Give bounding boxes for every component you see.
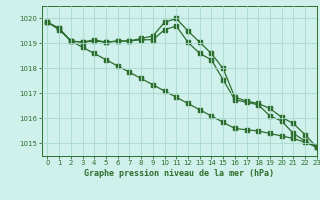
X-axis label: Graphe pression niveau de la mer (hPa): Graphe pression niveau de la mer (hPa) bbox=[84, 169, 274, 178]
